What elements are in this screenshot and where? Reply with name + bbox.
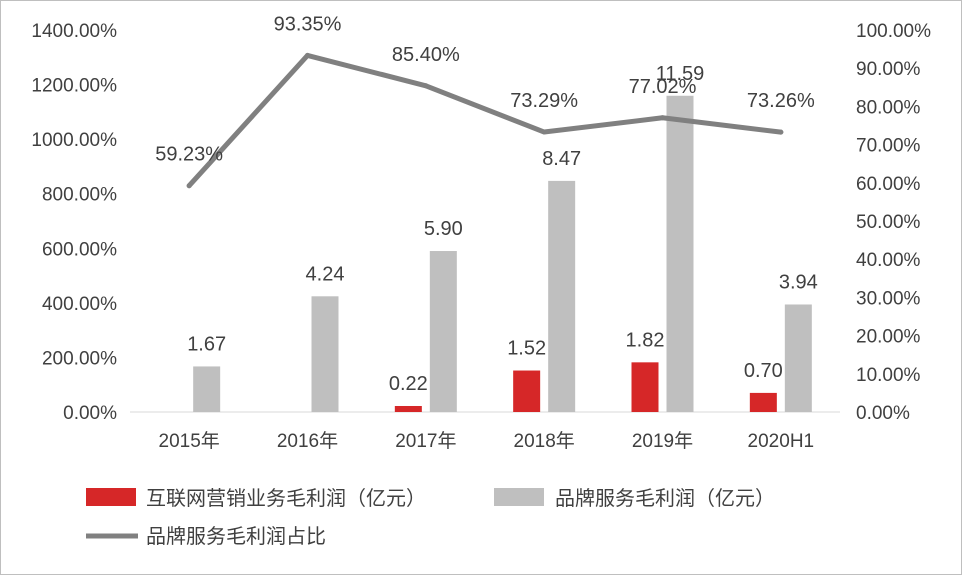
bar-brand-service [666,95,694,412]
data-label-brand-ratio: 93.35% [274,13,342,35]
x-axis-ticks: 2015年 2016年 2017年 2018年 2019年 2020H1 [159,430,815,452]
data-label-brand-ratio: 85.40% [392,44,460,66]
data-label-brand-service: 1.67 [187,333,226,355]
data-labels: 0.22 1.52 1.82 0.70 1.67 4.24 5.90 8.47 11.59 3.9… [155,13,818,395]
data-label-internet-marketing: 0.22 [389,373,428,395]
bar-brand-service [429,251,457,412]
right-axis-tick-label: 80.00% [856,97,921,118]
x-axis-tick-label: 2020H1 [748,431,815,452]
left-axis-tick-label: 800.00% [42,185,117,206]
line-point-brand-ratio [305,52,310,58]
bar-brand-service [311,296,339,412]
right-axis-tick-label: 50.00% [856,212,921,233]
right-axis-tick-label: 100.00% [856,21,931,42]
right-axis-tick-label: 10.00% [856,365,921,386]
left-axis-tick-label: 1000.00% [31,130,117,151]
left-axis-tick-label: 1200.00% [31,76,117,97]
legend-swatch-internet-marketing [86,488,136,506]
data-label-brand-service: 8.47 [542,148,581,170]
bar-internet-marketing [513,370,541,412]
legend-swatch-brand-service [494,488,544,506]
line-point-brand-ratio [423,83,429,89]
data-label-internet-marketing: 1.52 [507,338,546,360]
bar-internet-marketing [631,362,659,412]
left-axis-tick-label: 0.00% [63,403,117,424]
legend: 互联网营销业务毛利润（亿元） 品牌服务毛利润（亿元） 品牌服务毛利润占比 [86,486,775,548]
left-axis-tick-label: 200.00% [42,348,117,369]
bar-internet-marketing [394,405,422,412]
right-axis-tick-label: 0.00% [856,403,910,424]
data-label-brand-ratio: 59.23% [155,144,223,166]
right-axis-ticks: 0.00% 10.00% 20.00% 30.00% 40.00% 50.00% 60.00… [856,21,931,424]
right-axis-tick-label: 70.00% [856,136,921,157]
left-axis-tick-label: 600.00% [42,239,117,260]
bar-brand-service [193,366,221,412]
data-label-brand-ratio: 73.29% [510,90,578,112]
data-label-brand-service: 3.94 [779,271,818,293]
legend-label-brand-ratio: 品牌服务毛利润占比 [146,524,326,548]
legend-label-brand-service: 品牌服务毛利润（亿元） [555,486,775,510]
bar-brand-service [784,304,812,412]
x-axis-tick-label: 2018年 [514,430,575,452]
right-axis-tick-label: 40.00% [856,250,921,271]
bar-brand-service [548,180,576,412]
line-point-brand-ratio [541,129,547,135]
right-axis-tick-label: 60.00% [856,174,921,195]
data-label-brand-ratio: 77.02% [629,76,697,98]
x-axis-tick-label: 2017年 [395,430,456,452]
data-label-internet-marketing: 1.82 [626,329,665,351]
line-point-brand-ratio [186,183,192,189]
line-series [186,52,784,189]
legend-label-internet-marketing: 互联网营销业务毛利润（亿元） [146,486,426,510]
left-axis-tick-label: 400.00% [42,294,117,315]
x-axis-tick-label: 2016年 [277,430,338,452]
bar-internet-marketing [749,392,777,412]
line-point-brand-ratio [660,115,665,121]
data-label-brand-service: 11.59 [656,63,705,85]
data-label-internet-marketing: 0.70 [744,360,783,382]
line-point-brand-ratio [778,129,784,135]
x-axis-tick-label: 2019年 [632,430,693,452]
line-brand-ratio [186,52,784,189]
data-label-brand-service: 4.24 [306,263,345,285]
left-axis-ticks: 0.00% 200.00% 400.00% 600.00% 800.00% 1000.00… [31,21,117,424]
data-label-brand-service: 5.90 [424,218,463,240]
bars [193,95,812,412]
right-axis-tick-label: 90.00% [856,59,921,80]
x-axis-tick-label: 2015年 [159,430,220,452]
data-label-brand-ratio: 73.26% [747,90,815,112]
right-axis-tick-label: 30.00% [856,288,921,309]
right-axis-tick-label: 20.00% [856,327,921,348]
left-axis-tick-label: 1400.00% [31,21,117,42]
